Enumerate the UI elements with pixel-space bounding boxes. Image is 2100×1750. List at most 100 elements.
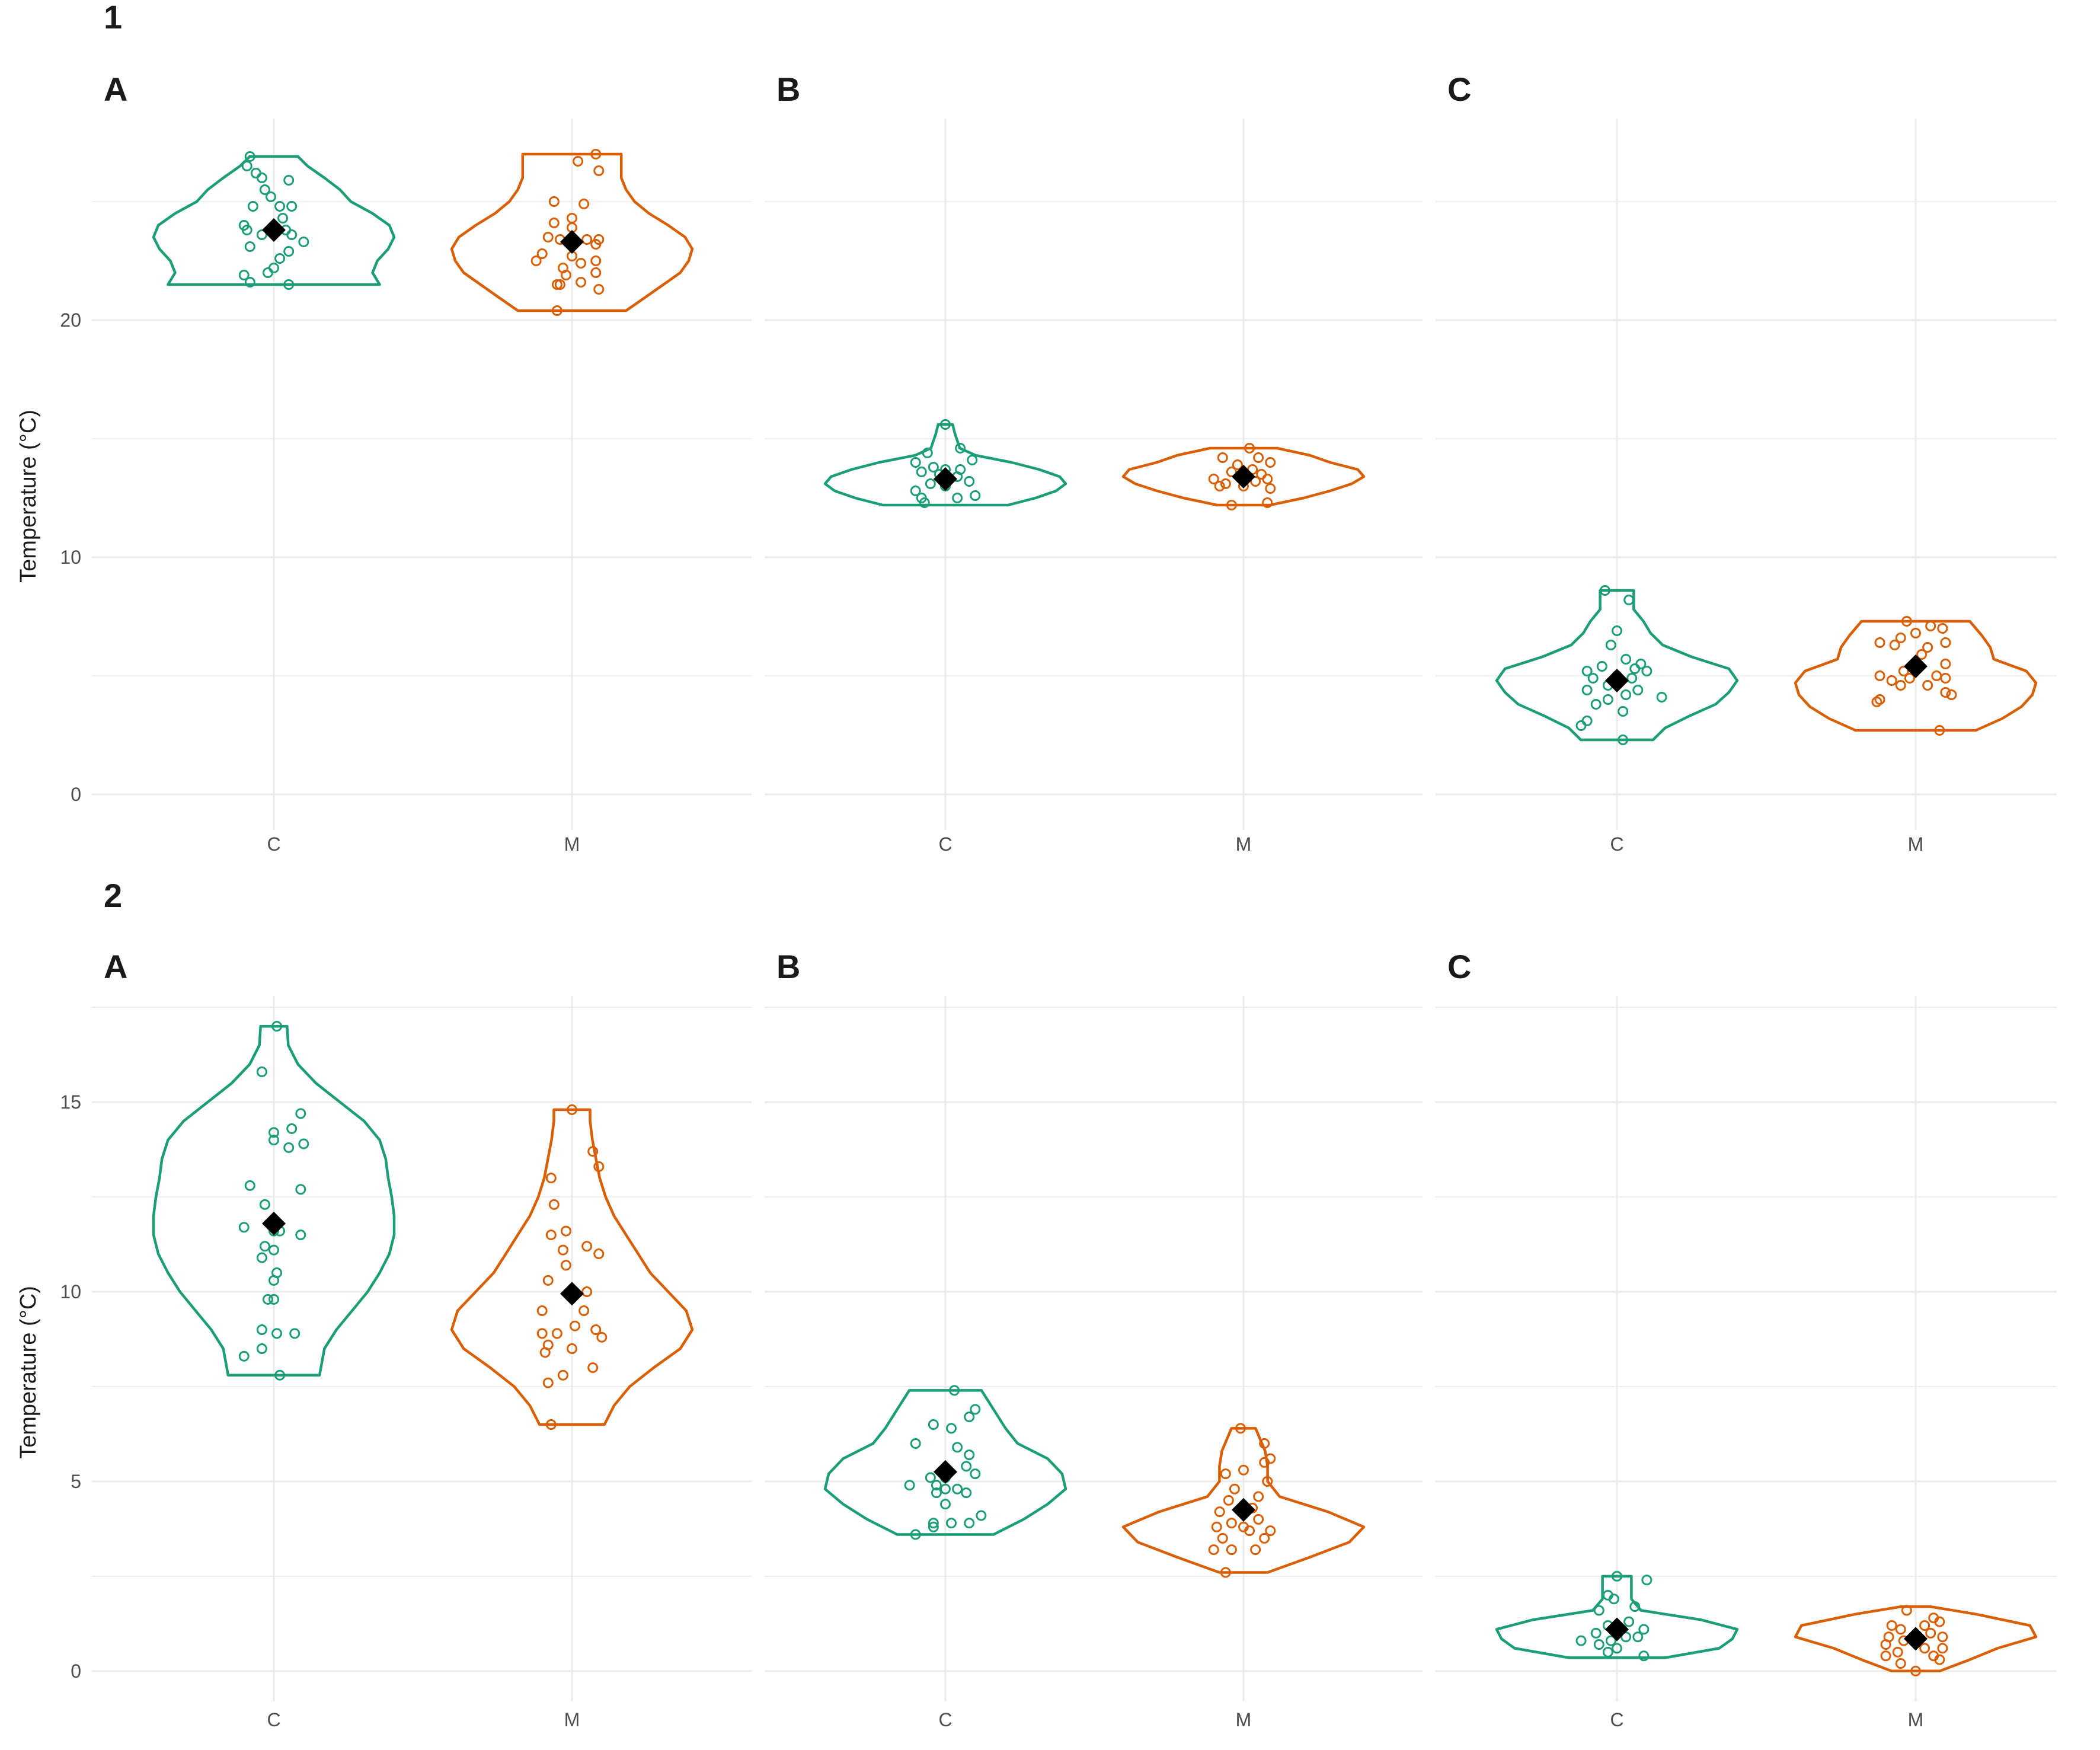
data-point-M (1253, 452, 1264, 463)
data-point-C (961, 1487, 972, 1499)
data-point-C (1596, 661, 1607, 672)
data-point-C (928, 462, 939, 472)
data-point-C (970, 490, 981, 501)
data-point-M (1259, 1438, 1270, 1449)
data-point-C (286, 229, 298, 240)
data-point-C (940, 1499, 951, 1510)
data-point-C (952, 1442, 963, 1453)
data-point-C (259, 184, 270, 195)
data-point-M (545, 1230, 557, 1241)
y-tick-label: 10 (60, 547, 81, 568)
data-point-M (1214, 481, 1225, 491)
data-point-C (1587, 673, 1599, 684)
data-point-M (1940, 637, 1951, 648)
data-point-C (1612, 625, 1622, 636)
data-point-M (593, 1161, 605, 1172)
data-point-M (1226, 1518, 1237, 1529)
data-point-C (1581, 666, 1593, 676)
violin-C (823, 1389, 1067, 1536)
x-tick-label: M (564, 1709, 580, 1730)
x-tick-label: M (1908, 834, 1924, 855)
data-point-C (241, 161, 252, 171)
data-point-C (241, 225, 252, 235)
data-point-M (1937, 623, 1948, 634)
x-tick-label: C (1610, 1709, 1623, 1730)
data-point-C (1638, 1650, 1650, 1662)
data-point-C (295, 1108, 306, 1119)
data-point-C (970, 1468, 981, 1480)
data-point-C (1629, 1601, 1641, 1612)
data-point-M (542, 1377, 554, 1388)
data-point-M (542, 232, 554, 242)
panel-label: B (776, 71, 800, 108)
data-point-M (1250, 476, 1261, 487)
data-point-C (916, 467, 927, 477)
data-point-C (250, 168, 261, 178)
data-point-C (256, 1066, 267, 1077)
data-point-C (244, 1180, 255, 1191)
data-point-C (256, 1252, 267, 1263)
data-point-C (1632, 1631, 1644, 1643)
data-point-M (536, 248, 548, 259)
data-point-M (1262, 474, 1273, 484)
data-point-C (910, 1529, 921, 1540)
data-point-C (1620, 654, 1632, 665)
data-point-C (238, 1222, 250, 1233)
mean-marker-M (1232, 1497, 1255, 1522)
data-point-C (271, 1021, 283, 1032)
data-point-M (551, 305, 562, 316)
violin-M (1121, 446, 1366, 507)
data-point-M (1265, 483, 1276, 494)
data-point-C (919, 497, 930, 508)
data-point-M (1922, 642, 1933, 653)
mean-marker-C (1605, 1617, 1629, 1642)
data-point-M (548, 218, 560, 228)
data-point-C (910, 457, 921, 468)
data-point-C (1602, 694, 1613, 705)
data-point-M (557, 1244, 568, 1256)
data-point-M (1901, 1605, 1912, 1616)
data-point-C (955, 443, 966, 454)
data-point-C (931, 1487, 942, 1499)
data-point-M (1895, 680, 1906, 691)
data-point-M (567, 1104, 577, 1115)
data-point-M (1262, 497, 1273, 508)
violin-M (1794, 1605, 2038, 1673)
data-point-C (295, 1184, 306, 1195)
mean-marker-M (560, 230, 584, 254)
y-axis-title-row-1: Temperature (°C) (16, 410, 41, 583)
violin-C (152, 1024, 396, 1377)
y-tick-label: 5 (71, 1471, 81, 1492)
data-point-M (1934, 1654, 1945, 1665)
data-point-C (274, 1369, 286, 1381)
data-point-M (590, 149, 602, 159)
data-point-M (1226, 467, 1237, 477)
data-point-C (952, 1483, 963, 1494)
data-point-C (1608, 1593, 1619, 1605)
data-point-M (1265, 1525, 1276, 1537)
data-point-M (593, 284, 605, 295)
data-point-C (1612, 1570, 1622, 1582)
data-point-C (925, 478, 936, 489)
mean-marker-C (1605, 669, 1629, 692)
data-point-C (928, 1419, 939, 1430)
data-point-C (928, 1518, 939, 1529)
data-point-M (1946, 689, 1957, 700)
data-point-C (1641, 666, 1652, 676)
data-point-C (269, 1275, 279, 1286)
data-point-C (269, 1135, 279, 1146)
x-tick-label: C (267, 1709, 280, 1730)
data-point-M (1886, 675, 1897, 686)
row-label-2: 2 (104, 877, 122, 914)
data-point-M (593, 1248, 605, 1260)
data-point-M (590, 256, 602, 266)
panel-1-C: C C M (1436, 71, 2057, 855)
data-point-C (256, 1324, 267, 1336)
data-point-M (1880, 1639, 1891, 1650)
data-point-M (1223, 1494, 1234, 1506)
panel-1-B: B C M (765, 71, 1423, 855)
data-point-M (593, 165, 605, 176)
data-point-C (244, 151, 255, 162)
data-point-C (946, 1423, 957, 1434)
data-point-M (1916, 649, 1928, 660)
